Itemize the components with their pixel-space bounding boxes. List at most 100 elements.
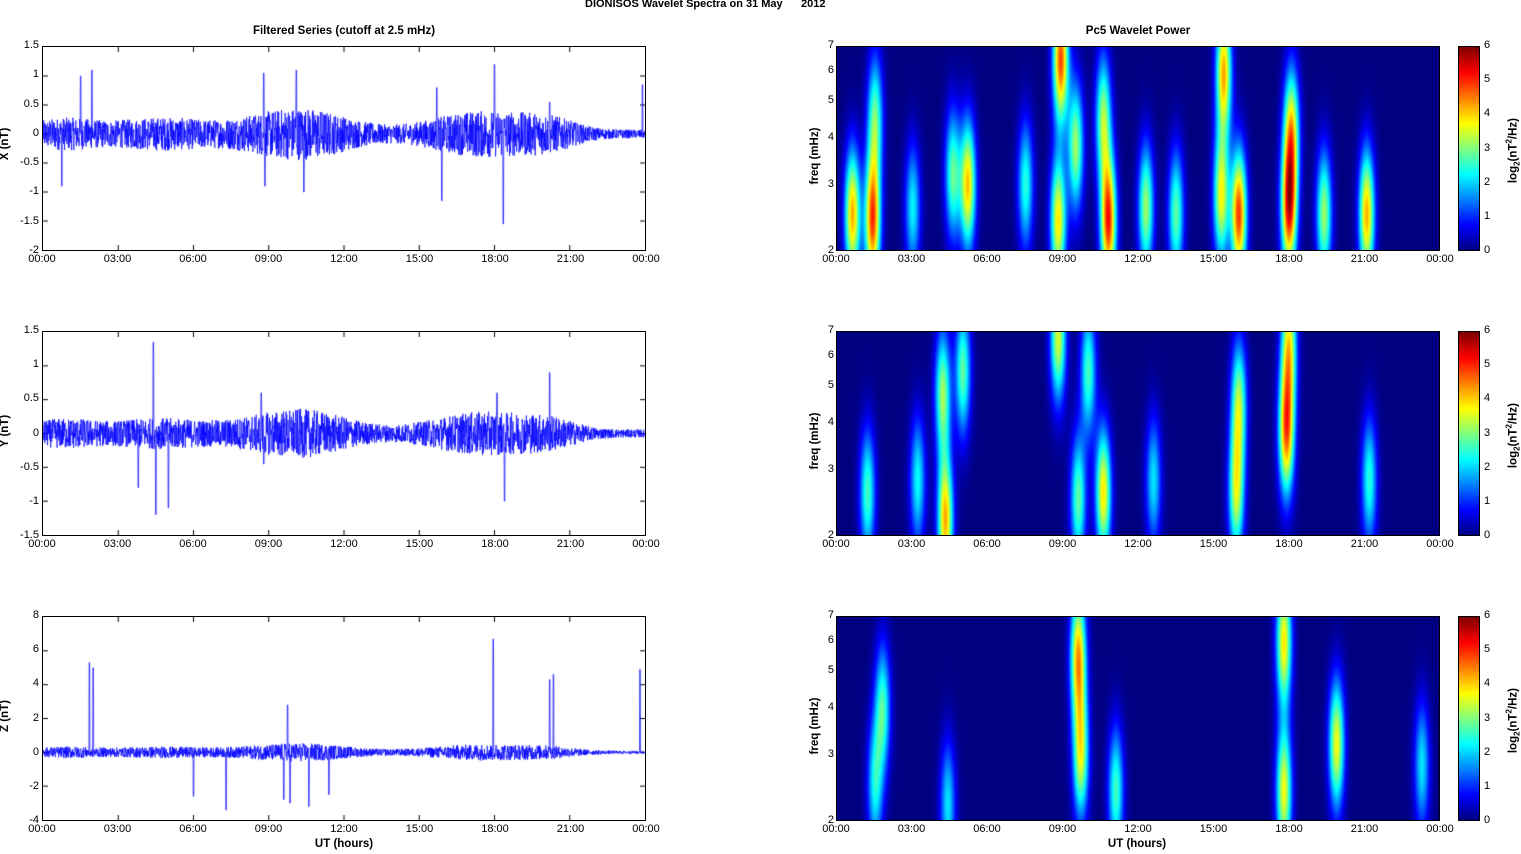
figure-title: DIONISOS Wavelet Spectra on 31 May 2012 <box>585 0 826 10</box>
y-tick-label: -2 <box>29 779 39 792</box>
x-tick-label: 06:00 <box>973 538 1001 550</box>
y-tick-label: 4 <box>32 677 39 690</box>
y-tick-label: 7 <box>827 39 834 51</box>
x-tick-label: 00:00 <box>1426 253 1454 265</box>
y-tick-label: 5 <box>827 94 834 107</box>
x-tick-label: 03:00 <box>103 538 132 550</box>
colorbar-tick-label: 3 <box>1484 141 1491 154</box>
y-colorbar <box>1458 331 1480 536</box>
x-tick-label: 12:00 <box>330 823 358 835</box>
colorbar-tick-label: 4 <box>1484 107 1491 120</box>
colorbar-tick-label: 6 <box>1484 39 1491 51</box>
y-tick-label: 0 <box>32 745 39 758</box>
x-tick-label: 03:00 <box>103 253 132 265</box>
y-tick-label: 6 <box>827 349 834 362</box>
x-spectrum-heatmap <box>837 47 1439 250</box>
y-series-axes <box>42 331 646 536</box>
y-colorbar-gradient <box>1459 332 1479 535</box>
y-tick-label: 0 <box>32 426 39 439</box>
z-series-axes <box>42 616 646 821</box>
x-tick-label: 00:00 <box>632 253 660 265</box>
x-tick-label: 00:00 <box>28 253 56 265</box>
y-tick-label: -1 <box>29 494 39 507</box>
z-colorbar-gradient <box>1459 617 1479 820</box>
y-tick-label: 7 <box>827 609 834 621</box>
x-tick-label: 18:00 <box>481 253 509 265</box>
x-tick-label: 06:00 <box>179 253 207 265</box>
y-spectrum-ylabel: freq (mHz) <box>809 412 821 470</box>
x-tick-label: 12:00 <box>330 253 358 265</box>
z-colorbar-label: log2(nT2/Hz) <box>1504 688 1521 754</box>
colorbar-tick-label: 5 <box>1484 358 1491 371</box>
colorbar-tick-label: 1 <box>1484 494 1491 507</box>
x-tick-label: 03:00 <box>103 823 132 835</box>
y-tick-label: 6 <box>827 64 834 77</box>
x-tick-label: 06:00 <box>179 823 207 835</box>
y-tick-label: 1 <box>32 68 39 81</box>
colorbar-tick-label: 0 <box>1484 244 1491 256</box>
z-spectrum-axes <box>836 616 1440 821</box>
x-tick-label: 12:00 <box>330 538 358 550</box>
x-colorbar <box>1458 46 1480 251</box>
y-tick-label: 2 <box>827 529 834 541</box>
y-tick-label: 2 <box>827 244 834 256</box>
colorbar-tick-label: 6 <box>1484 609 1491 621</box>
x-tick-label: 06:00 <box>973 823 1001 835</box>
x-colorbar-gradient <box>1459 47 1479 250</box>
x-spectrum-axes <box>836 46 1440 251</box>
x-tick-label: 18:00 <box>481 538 509 550</box>
y-tick-label: 7 <box>827 324 834 336</box>
colorbar-tick-label: 4 <box>1484 677 1491 690</box>
x-tick-label: 21:00 <box>1350 253 1379 265</box>
colorbar-tick-label: 4 <box>1484 392 1491 405</box>
y-tick-label: 6 <box>32 643 39 656</box>
x-series-axes <box>42 46 646 251</box>
y-tick-label: 3 <box>827 462 834 475</box>
x-tick-label: 00:00 <box>632 823 660 835</box>
y-tick-label: 0.5 <box>23 392 39 405</box>
y-tick-label: 3 <box>827 747 834 760</box>
x-tick-label: 09:00 <box>254 538 283 550</box>
x-tick-label: 21:00 <box>1350 538 1379 550</box>
x-tick-label: 15:00 <box>405 823 434 835</box>
x-tick-label: 00:00 <box>1426 823 1454 835</box>
y-tick-label: 1.5 <box>23 39 39 51</box>
x-tick-label: 12:00 <box>1124 538 1152 550</box>
x-tick-label: 06:00 <box>973 253 1001 265</box>
x-tick-label: 09:00 <box>254 253 283 265</box>
filtered-series-title: Filtered Series (cutoff at 2.5 mHz) <box>252 25 436 37</box>
colorbar-tick-label: 3 <box>1484 711 1491 724</box>
x-tick-label: 21:00 <box>556 253 585 265</box>
x-colorbar-label: log2(nT2/Hz) <box>1504 118 1521 184</box>
x-tick-label: 15:00 <box>405 538 434 550</box>
x-tick-label: 00:00 <box>632 538 660 550</box>
y-colorbar-label: log2(nT2/Hz) <box>1504 403 1521 469</box>
x-tick-label: 03:00 <box>897 538 926 550</box>
y-tick-label: 0.5 <box>23 97 39 110</box>
x-series-trace <box>43 47 645 250</box>
x-spectrum-ylabel: freq (mHz) <box>809 127 821 185</box>
y-tick-label: -1.5 <box>20 529 39 541</box>
x-tick-label: 15:00 <box>1199 253 1228 265</box>
x-tick-label: 15:00 <box>1199 538 1228 550</box>
x-tick-label: 00:00 <box>822 253 850 265</box>
x-tick-label: 15:00 <box>1199 823 1228 835</box>
x-tick-label: 06:00 <box>179 538 207 550</box>
x-tick-label: 09:00 <box>254 823 283 835</box>
y-tick-label: 3 <box>827 177 834 190</box>
colorbar-tick-label: 6 <box>1484 324 1491 336</box>
colorbar-tick-label: 0 <box>1484 529 1491 541</box>
x-tick-label: 12:00 <box>1124 823 1152 835</box>
y-tick-label: 0 <box>32 126 39 139</box>
colorbar-tick-label: 2 <box>1484 175 1491 188</box>
x-tick-label: 09:00 <box>1048 823 1077 835</box>
y-series-trace <box>43 332 645 535</box>
x-tick-label: 15:00 <box>405 253 434 265</box>
colorbar-tick-label: 0 <box>1484 814 1491 826</box>
z-series-trace <box>43 617 645 820</box>
colorbar-tick-label: 1 <box>1484 209 1491 222</box>
y-tick-label: 1 <box>32 358 39 371</box>
x-tick-label: 00:00 <box>822 538 850 550</box>
y-tick-label: 4 <box>827 415 834 428</box>
y-spectrum-heatmap <box>837 332 1439 535</box>
